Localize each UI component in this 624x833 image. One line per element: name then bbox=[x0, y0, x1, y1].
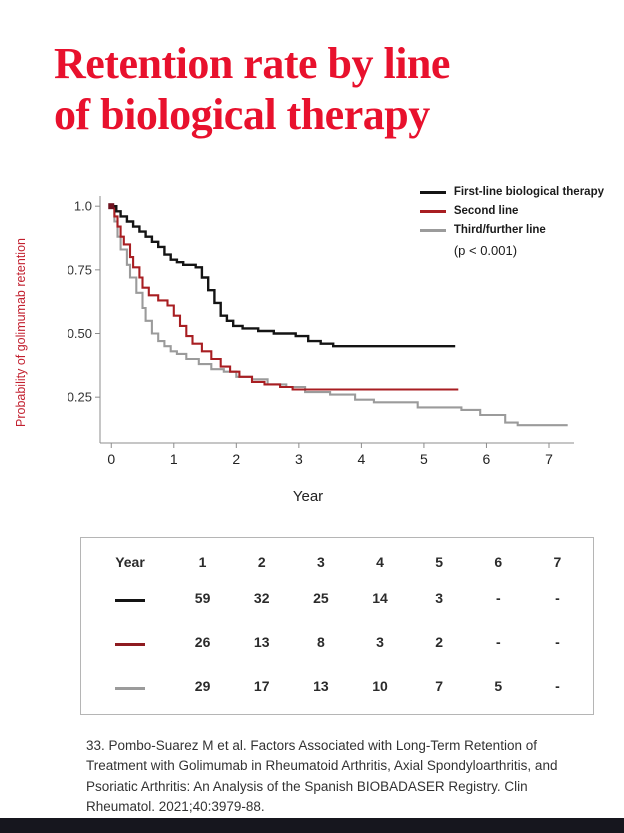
risk-table-header-cell: 6 bbox=[494, 554, 503, 570]
risk-table: Year 1 2 3 4 5 6 7 59 32 25 14 3- -26 13 8 3 2- -29 17 13 10 7… bbox=[80, 537, 594, 715]
risk-table-row: 26 13 8 3 2 - - bbox=[81, 620, 593, 664]
risk-value-cell: - bbox=[555, 678, 560, 694]
risk-value-cell: - bbox=[555, 590, 560, 606]
legend: First-line biological therapy Second lin… bbox=[419, 186, 604, 258]
x-tick-label: 4 bbox=[357, 451, 365, 467]
risk-table-header-cell: 4 bbox=[376, 554, 384, 570]
y-axis-label: Probability of golimumab retention bbox=[14, 238, 28, 427]
curve-start-marker bbox=[108, 203, 115, 210]
km-curve-third-line bbox=[111, 205, 568, 427]
risk-row-swatch-cell bbox=[87, 677, 173, 695]
risk-table-header-row: Year 1 2 3 4 5 6 7 bbox=[81, 542, 593, 576]
legend-item-first-line: First-line biological therapy bbox=[419, 186, 604, 198]
risk-value-cell: 13 bbox=[253, 634, 270, 650]
km-chart: 1.0 0.75 0.50 0.25 0 1 2 3 4 5 6 7 Year First-line … bbox=[67, 182, 604, 522]
risk-value-cell: 2 bbox=[435, 634, 444, 650]
legend-item-second-line: Second line bbox=[419, 205, 519, 217]
legend-label-third-line: Third/further line bbox=[453, 224, 546, 236]
x-tick-label: 5 bbox=[420, 451, 428, 467]
legend-item-third-line: Third/further line bbox=[419, 224, 546, 236]
risk-row-swatch-cell bbox=[87, 589, 173, 607]
risk-table-header-cell: 7 bbox=[553, 554, 562, 570]
page-title-line-2: of biological therapy bbox=[54, 90, 430, 140]
risk-table-row: 59 32 25 14 3 - - bbox=[81, 576, 593, 620]
risk-table-year-header: Year bbox=[115, 554, 145, 570]
x-tick-label: 6 bbox=[483, 451, 491, 467]
x-tick-label: 0 bbox=[107, 451, 115, 467]
risk-value-cell: 29 bbox=[194, 678, 211, 694]
second-line-swatch-icon bbox=[419, 209, 446, 213]
risk-value-cell: 7 bbox=[435, 678, 444, 694]
legend-label-first-line: First-line biological therapy bbox=[453, 186, 604, 198]
risk-table-header-cell: 5 bbox=[435, 554, 444, 570]
p-value-annotation: (p < 0.001) bbox=[453, 243, 518, 258]
risk-table-header-cell: 2 bbox=[257, 554, 266, 570]
y-tick-label: 1.0 bbox=[74, 199, 92, 214]
risk-value-cell: 14 bbox=[372, 590, 388, 606]
risk-value-cell: 59 bbox=[194, 590, 211, 606]
risk-value-cell: 10 bbox=[372, 678, 388, 694]
km-plot-svg: 1.0 0.75 0.50 0.25 0 1 2 3 4 5 6 7 bbox=[67, 196, 574, 467]
risk-table-header-cell: 1 bbox=[198, 554, 207, 570]
page-title-line-1: Retention rate by line bbox=[54, 39, 450, 88]
risk-value-cell: 17 bbox=[253, 678, 270, 694]
x-axis-label: Year bbox=[292, 488, 324, 505]
y-tick-label: 0.25 bbox=[68, 390, 92, 405]
x-tick-label: 1 bbox=[170, 451, 178, 467]
line-swatch-icon bbox=[115, 643, 145, 646]
third-line-swatch-icon bbox=[419, 228, 446, 232]
x-tick-label: 3 bbox=[295, 451, 303, 467]
risk-value-cell: 13 bbox=[313, 678, 329, 694]
first-line-swatch-icon bbox=[419, 190, 446, 194]
risk-value-cell: 26 bbox=[194, 634, 211, 650]
line-swatch-icon bbox=[115, 687, 145, 690]
page-title: Retention rate by line of biological the… bbox=[54, 38, 574, 140]
risk-table-header-cell: 3 bbox=[316, 554, 325, 570]
legend-label-second-line: Second line bbox=[453, 205, 519, 217]
x-tick-label: 7 bbox=[545, 451, 553, 467]
line-swatch-icon bbox=[115, 599, 145, 602]
x-tick-label: 2 bbox=[232, 451, 240, 467]
y-tick-label: 0.50 bbox=[68, 326, 92, 341]
risk-value-cell: 8 bbox=[316, 634, 325, 650]
risk-table-row: 29 17 13 10 7 5 - bbox=[81, 664, 593, 708]
risk-value-cell: 25 bbox=[313, 590, 329, 606]
km-curve-first-line bbox=[111, 205, 456, 348]
risk-row-swatch-cell bbox=[87, 633, 173, 651]
km-curve-second-line bbox=[111, 205, 459, 391]
citation-text: 33. Pombo-Suarez M et al. Factors Associ… bbox=[86, 738, 558, 814]
risk-value-cell: 32 bbox=[253, 590, 270, 606]
risk-value-cell: 3 bbox=[435, 590, 444, 606]
risk-value-cell: - bbox=[495, 590, 501, 606]
risk-value-cell: 3 bbox=[376, 634, 384, 650]
risk-value-cell: 5 bbox=[494, 678, 503, 694]
y-tick-label: 0.75 bbox=[68, 262, 92, 277]
risk-value-cell: - bbox=[555, 634, 560, 650]
footer-bar bbox=[0, 818, 624, 833]
risk-value-cell: - bbox=[495, 634, 501, 650]
